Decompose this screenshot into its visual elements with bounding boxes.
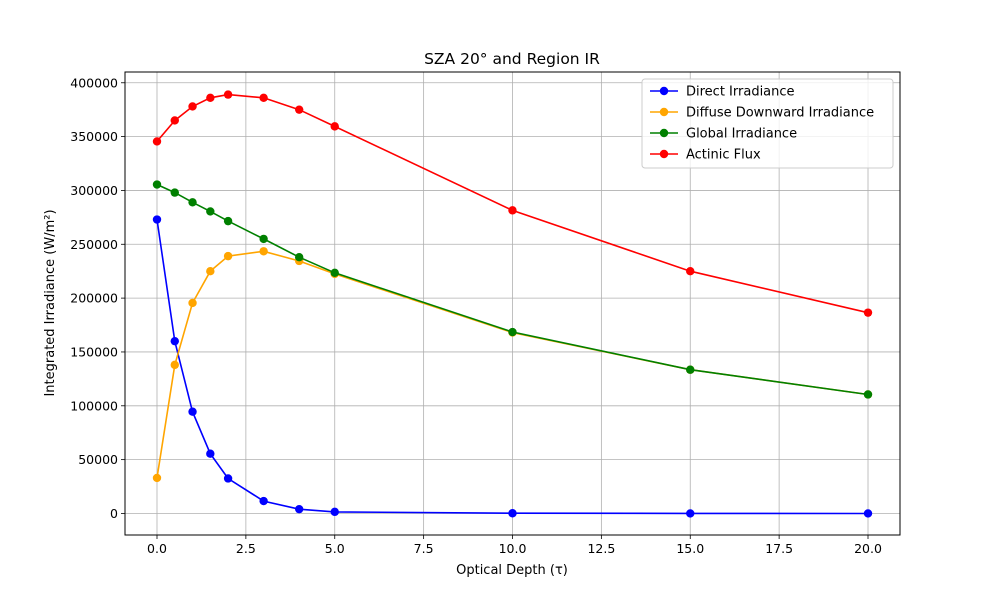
data-point (223, 474, 233, 483)
data-point (223, 251, 233, 261)
chart-title: SZA 20° and Region IR (424, 50, 600, 68)
data-point (508, 206, 517, 215)
data-point (294, 105, 304, 114)
legend-label: Diffuse Downward Irradiance (686, 106, 874, 121)
x-axis: 0.0 2.5 5.0 7.5 10.0 12.5 15.0 17.5 20.0 (147, 535, 882, 556)
y-tick-label: 300000 (70, 183, 118, 198)
y-tick-label: 100000 (70, 398, 118, 413)
legend-item: Actinic Flux (650, 148, 761, 163)
data-point (686, 266, 695, 276)
series-2 (152, 180, 873, 399)
legend-frame (641, 78, 894, 169)
x-tick-label: 17.5 (765, 541, 793, 556)
data-point (188, 102, 197, 111)
legend: Direct Irradiance Diffuse Downward Irradi… (641, 78, 894, 169)
data-point (294, 253, 304, 262)
data-point (259, 93, 268, 103)
data-point (330, 268, 339, 278)
legend-marker (659, 86, 669, 96)
data-point (188, 298, 197, 308)
data-point (863, 509, 873, 518)
legend-label: Global Irradiance (686, 127, 797, 142)
y-axis-label: Integrated Irradiance (W/m²) (43, 209, 58, 396)
data-point (206, 266, 215, 276)
x-axis-label: Optical Depth (τ) (456, 563, 568, 578)
data-point (686, 365, 695, 374)
series-3 (152, 90, 873, 317)
data-point (330, 507, 339, 517)
x-tick-label: 15.0 (676, 541, 704, 556)
y-axis: 0 50000 100000 150000 200000 250000 300000 3500… (70, 75, 125, 521)
legend-marker (659, 107, 669, 117)
y-tick-label: 150000 (70, 344, 118, 359)
data-point (259, 496, 268, 506)
x-tick-label: 2.5 (236, 541, 256, 556)
legend-item: Direct Irradiance (650, 85, 795, 100)
data-point (152, 215, 162, 224)
y-tick-label: 350000 (70, 129, 118, 144)
legend-item: Diffuse Downward Irradiance (650, 106, 874, 121)
data-point (170, 360, 179, 370)
legend-marker (659, 128, 669, 138)
x-tick-label: 20.0 (854, 541, 882, 556)
data-point (508, 509, 517, 518)
data-point (206, 207, 215, 216)
data-point (152, 473, 162, 483)
data-point (686, 509, 695, 518)
x-tick-label: 12.5 (587, 541, 615, 556)
y-tick-label: 250000 (70, 237, 118, 252)
series-0 (152, 215, 873, 518)
series-layer (152, 90, 873, 518)
legend-marker (659, 149, 669, 159)
x-tick-label: 5.0 (325, 541, 345, 556)
y-tick-label: 0 (110, 506, 118, 521)
data-point (294, 504, 304, 514)
data-point (206, 93, 215, 103)
data-point (188, 198, 197, 207)
data-point (206, 449, 215, 458)
data-point (330, 122, 339, 131)
data-point (152, 180, 162, 189)
data-point (170, 116, 179, 125)
data-point (863, 390, 873, 399)
data-point (223, 216, 233, 226)
legend-item: Global Irradiance (650, 127, 797, 142)
y-tick-label: 50000 (78, 452, 118, 467)
data-point (508, 327, 517, 337)
y-tick-label: 400000 (70, 75, 118, 90)
data-point (188, 407, 197, 416)
data-point (152, 137, 162, 146)
data-point (170, 336, 179, 346)
legend-label: Direct Irradiance (686, 85, 795, 100)
legend-label: Actinic Flux (686, 148, 761, 163)
x-tick-label: 0.0 (147, 541, 167, 556)
data-point (259, 234, 268, 244)
x-tick-label: 7.5 (414, 541, 434, 556)
data-point (259, 247, 268, 256)
x-tick-label: 10.0 (499, 541, 527, 556)
data-point (170, 188, 179, 197)
y-tick-label: 200000 (70, 291, 118, 306)
data-point (223, 90, 233, 99)
data-point (863, 308, 873, 317)
